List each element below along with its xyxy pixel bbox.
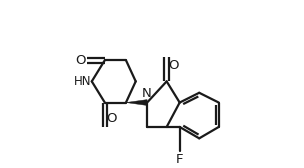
Text: F: F xyxy=(176,153,183,166)
Text: HN: HN xyxy=(74,75,91,88)
Text: O: O xyxy=(168,59,179,72)
Text: O: O xyxy=(106,112,117,125)
Text: N: N xyxy=(142,87,152,100)
Text: O: O xyxy=(75,54,85,67)
Polygon shape xyxy=(126,100,147,106)
